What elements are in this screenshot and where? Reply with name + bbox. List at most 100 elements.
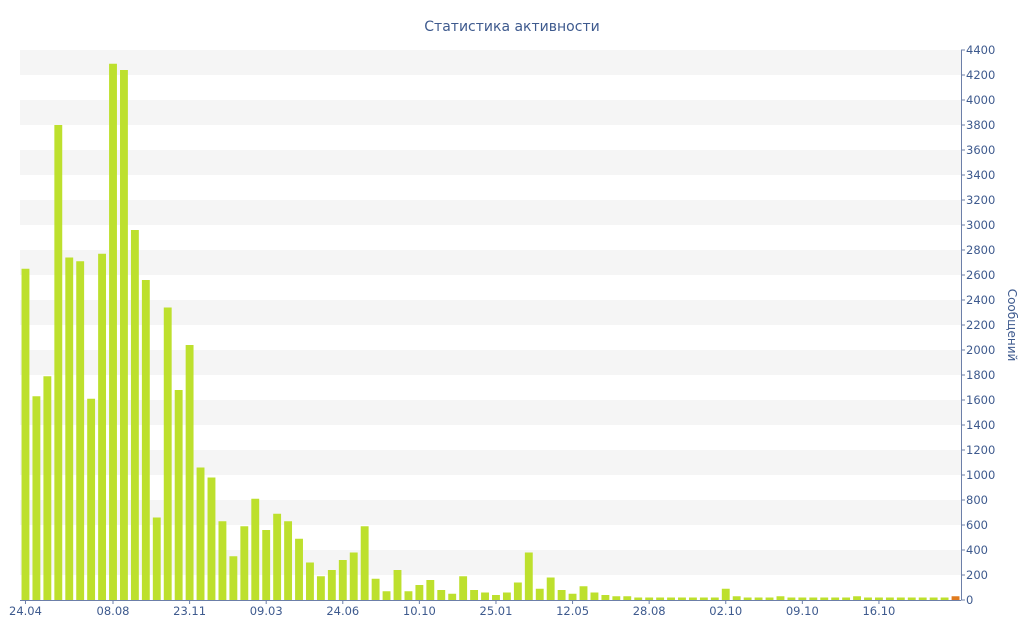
y-tick-label: 2000 [966,343,995,357]
bar [404,591,413,600]
x-tick-label: 25.01 [480,604,513,618]
bar [492,595,500,600]
bar [623,596,632,600]
bar [798,597,807,600]
y-tick-label: 1400 [966,418,995,432]
bar [590,592,599,600]
bar [87,398,96,600]
y-tick-label: 2400 [966,293,995,307]
y-tick-label: 800 [966,493,988,507]
bar [120,70,128,600]
bar [951,596,960,600]
bar [448,593,457,600]
bar [240,526,249,600]
bar [820,597,829,600]
y-tick-label: 2800 [966,243,995,257]
y-tick-label: 3000 [966,218,995,232]
bar [864,597,872,600]
bar [349,552,358,600]
bar [338,560,347,600]
x-tick-label: 24.04 [9,604,42,618]
bar [929,597,938,600]
bar [426,580,435,600]
chart-title: Статистика активности [424,19,599,35]
bar [754,597,763,600]
bar [306,562,314,600]
bar [437,590,446,600]
bar [54,125,63,600]
y-tick-label: 4200 [966,68,995,82]
y-tick-label: 2200 [966,318,995,332]
bar-series [21,63,960,600]
bar [842,597,851,600]
bar [787,597,796,600]
grid-band [20,100,961,125]
x-tick-label: 02.10 [709,604,742,618]
bar [218,521,227,600]
x-tick-label: 10.10 [403,604,436,618]
grid-band [20,450,961,475]
grid-bands [20,50,961,575]
y-tick-label: 3400 [966,168,995,182]
bar [940,597,949,600]
bar [688,597,697,600]
bar [163,307,172,600]
bar [43,376,52,600]
bar [513,582,522,600]
bar [656,597,665,600]
grid-band [20,50,961,75]
grid-band [20,350,961,375]
y-tick-label: 1600 [966,393,995,407]
y-tick-label: 1000 [966,468,995,482]
bar [229,556,238,600]
y-tick-label: 3200 [966,193,995,207]
bar [174,390,183,600]
y-tick-label: 0 [966,593,973,607]
bar [262,530,271,600]
bar [481,592,489,600]
bar [185,345,194,600]
bar [776,596,785,600]
bar [76,261,85,600]
x-tick-label: 24.06 [326,604,359,618]
y-tick-label: 1200 [966,443,995,457]
bar [371,578,380,600]
bar [393,570,402,600]
bar [907,597,916,600]
bar [98,253,106,600]
bar [875,597,883,600]
bar [699,597,708,600]
grid-band [20,150,961,175]
bar [743,597,752,600]
bar [546,577,555,600]
bar [207,477,216,600]
x-tick-label: 23.11 [173,604,206,618]
x-tick-label: 09.03 [250,604,283,618]
bar [502,592,511,600]
y-tick-label: 3800 [966,118,995,132]
bar [382,591,391,600]
bar [765,597,774,600]
bar [152,517,161,600]
bar [601,595,610,600]
bar [809,597,818,600]
bar [667,597,675,600]
bar [524,552,533,600]
bar [918,597,927,600]
grid-band [20,200,961,225]
bar [32,396,41,600]
bar [316,576,325,600]
bar [732,596,741,600]
x-tick-label: 16.10 [862,604,895,618]
grid-band [20,400,961,425]
bar [612,596,621,600]
bar [678,597,686,600]
bar [273,513,282,600]
bar [831,597,840,600]
x-tick-label: 08.08 [97,604,130,618]
bar [284,521,293,600]
bar [415,585,424,600]
grid-band [20,500,961,525]
